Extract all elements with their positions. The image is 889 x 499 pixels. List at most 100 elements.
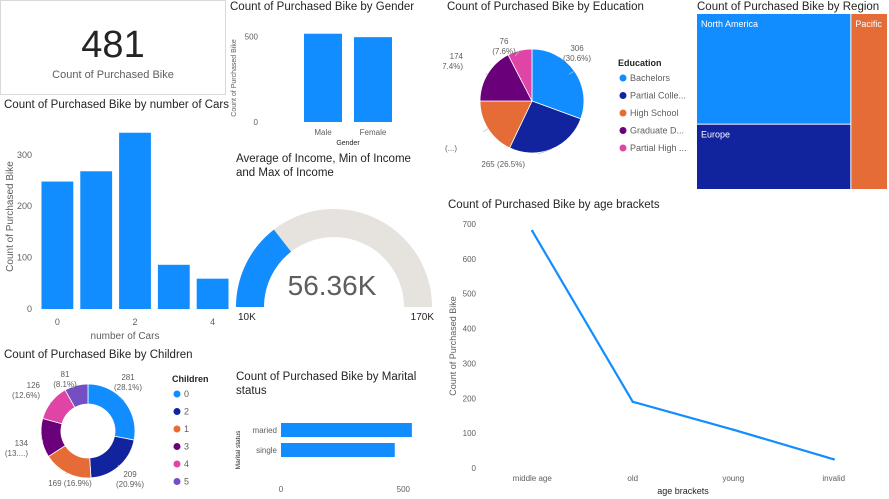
treemap-label: Pacific — [855, 19, 882, 29]
card-value: 481 — [81, 24, 145, 66]
legend-item: Graduate D... — [630, 126, 684, 136]
y-axis-label: Count of Purchased Bike — [448, 296, 458, 396]
x-tick-label: 4 — [210, 317, 215, 327]
age-point-young — [732, 428, 735, 431]
gender-chart-title: Count of Purchased Bike by Gender — [230, 1, 415, 13]
data-label: 281 — [121, 373, 135, 382]
legend-item: Partial High ... — [630, 143, 687, 153]
legend-marker — [173, 425, 181, 433]
x-tick-label: old — [627, 474, 638, 483]
bar-cars-0 — [41, 181, 74, 309]
marital-chart[interactable]: Count of Purchased Bike by Marital statu… — [232, 370, 442, 499]
leader-line — [41, 437, 44, 443]
legend-item: High School — [630, 108, 679, 118]
y-axis-label: Count of Purchased Bike — [5, 161, 16, 272]
y-tick-label: 200 — [17, 201, 32, 211]
y-tick-label: 0 — [472, 464, 477, 473]
age-point-old — [631, 400, 634, 403]
cars-chart-title: Count of Purchased Bike by number of Car… — [4, 99, 230, 111]
y-tick-label: 300 — [17, 150, 32, 160]
education-chart[interactable]: Count of Purchased Bike by Education 306… — [443, 0, 693, 180]
y-axis-label: Marital status — [235, 430, 242, 469]
bar-gender-male — [304, 33, 342, 122]
data-label: (28.1%) — [114, 383, 142, 392]
legend-marker — [619, 144, 627, 152]
data-label: 126 — [27, 381, 41, 390]
gauge-title-line1: Average of Income, Min of Income — [236, 153, 411, 165]
age-chart-title: Count of Purchased Bike by age brackets — [448, 199, 660, 211]
x-tick-label: 500 — [397, 485, 411, 494]
count-card[interactable]: 481 Count of Purchased Bike — [0, 0, 226, 95]
data-label: (20.9%) — [116, 480, 144, 489]
y-tick-label: 500 — [245, 32, 259, 41]
y-tick-label: single — [256, 446, 277, 455]
legend-item: Partial Colle... — [630, 91, 686, 101]
leader-line — [71, 385, 77, 389]
legend-title: Children — [172, 374, 209, 384]
gauge-title-line2: and Max of Income — [236, 167, 334, 179]
y-tick-label: maried — [253, 426, 277, 435]
education-chart-svg: 306(30.6%) 265 (26.5%) 179 (...) 174(17.4%)… — [443, 37, 687, 169]
y-tick-label: 400 — [463, 325, 477, 334]
data-label: 174 — [450, 52, 464, 61]
age-chart-svg: 0 100 200 300 400 500 600 700 Count of Purchased… — [448, 220, 845, 496]
card-label: Count of Purchased Bike — [52, 69, 174, 81]
region-chart-svg: North America Europe Pacific — [697, 14, 887, 189]
leader-line — [568, 70, 575, 75]
leader-line — [482, 128, 489, 133]
leader-line — [119, 396, 125, 402]
data-label: 265 (26.5%) — [481, 160, 525, 169]
data-label: (8.1%) — [53, 380, 77, 389]
legend-item: 3 — [184, 442, 189, 452]
legend-marker — [173, 443, 181, 450]
bar-cars-2 — [119, 132, 151, 309]
x-tick-label: 2 — [132, 317, 137, 327]
legend-marker — [173, 460, 181, 468]
data-label: 169 (16.9%) — [48, 479, 92, 488]
gauge-fill — [236, 229, 292, 307]
children-chart[interactable]: Count of Purchased Bike by Children 281(… — [0, 348, 230, 499]
treemap-label: North America — [701, 19, 758, 29]
data-label: 209 — [123, 470, 137, 479]
y-tick-label: 600 — [463, 255, 477, 264]
gauge-max-label: 170K — [411, 312, 435, 323]
treemap-tile-north-america — [697, 14, 851, 124]
x-tick-label: 0 — [279, 485, 284, 494]
education-chart-title: Count of Purchased Bike by Education — [447, 1, 644, 13]
bar-marital-maried — [281, 423, 412, 437]
data-label: (13....) — [5, 449, 28, 458]
cars-chart[interactable]: Count of Purchased Bike by number of Car… — [0, 98, 232, 346]
x-axis-label: Gender — [336, 140, 360, 147]
legend-marker — [619, 74, 627, 82]
bar-cars-4 — [196, 278, 229, 309]
age-point-middle-age — [531, 229, 534, 233]
legend-marker — [619, 109, 627, 117]
age-series-line — [531, 230, 835, 461]
marital-title-line2: status — [236, 385, 267, 397]
legend-item: 2 — [184, 407, 189, 417]
legend-item: 0 — [184, 389, 189, 399]
bar-marital-single — [281, 443, 395, 457]
gender-chart[interactable]: Count of Purchased Bike by Gender 0 500 Co… — [228, 0, 436, 148]
x-tick-label: middle age — [513, 474, 553, 483]
data-label: (30.6%) — [563, 54, 591, 63]
bar-gender-female — [354, 37, 392, 123]
y-tick-label: 700 — [463, 220, 477, 229]
gauge-value: 56.36K — [288, 270, 377, 301]
x-axis-label: age brackets — [657, 486, 709, 496]
data-label: (17.4%) — [443, 62, 463, 71]
age-point-invalid — [832, 458, 835, 461]
marital-chart-svg: Marital status maried single 0 500 — [235, 423, 412, 494]
region-chart[interactable]: Count of Purchased Bike by Region North … — [694, 0, 889, 192]
gender-chart-svg: 0 500 Count of Purchased Bike Male FemaleGen… — [231, 32, 392, 147]
legend-marker — [619, 127, 627, 134]
income-gauge[interactable]: Average of Income, Min of Income and Max… — [232, 150, 440, 330]
age-chart[interactable]: Count of Purchased Bike by age brackets … — [444, 198, 889, 499]
legend-marker — [619, 92, 627, 99]
leader-line — [537, 148, 552, 155]
data-label: 179 (...) — [443, 144, 457, 153]
x-tick-label: Male — [314, 128, 332, 137]
leader-line — [117, 464, 120, 467]
y-tick-label: 100 — [463, 429, 477, 438]
data-label: 134 — [15, 439, 29, 448]
